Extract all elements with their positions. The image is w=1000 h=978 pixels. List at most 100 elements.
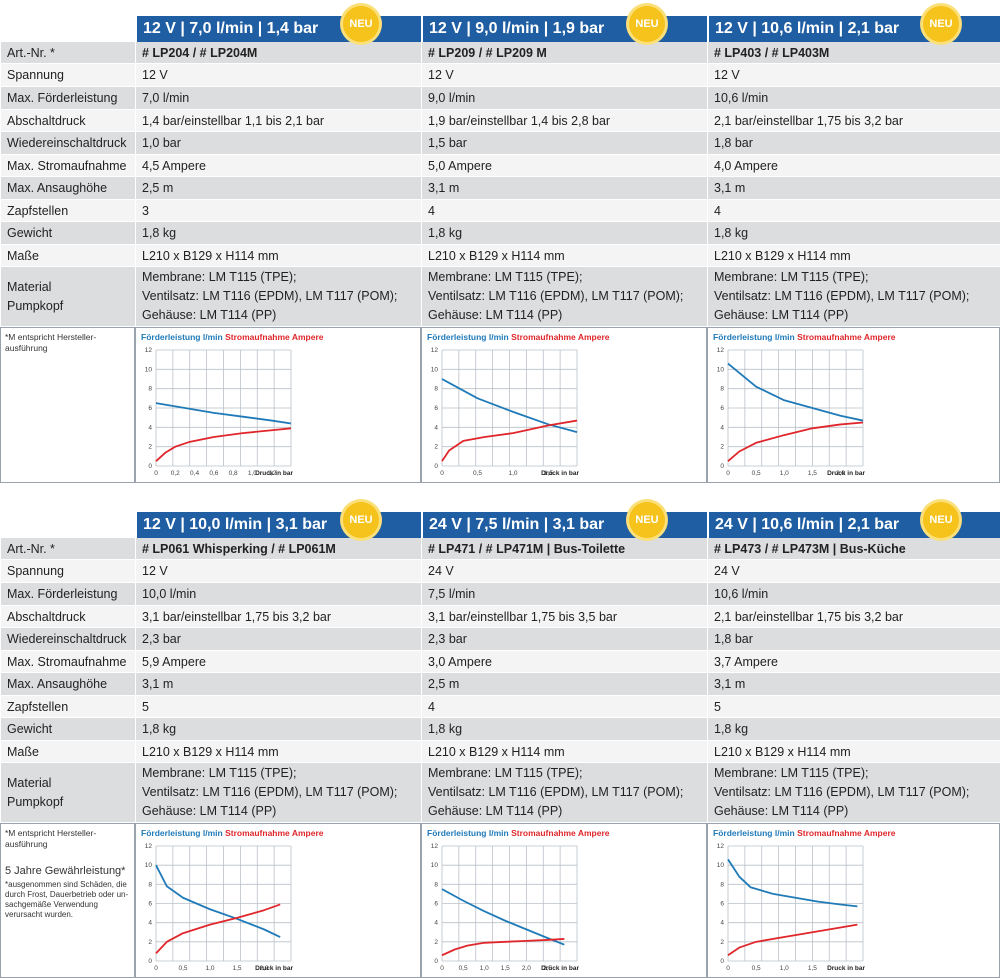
series-line [727,421,864,462]
series-line [155,903,281,954]
row-label: Wiedereinschaltdruck [0,628,135,651]
spec-value-voltage: 12 V [135,64,421,87]
material-line: Membrane: LM T115 (TPE); [714,766,869,780]
material-line: Ventilsatz: LM T116 (EPDM), LM T117 (POM… [142,289,398,303]
pump-header-title: 24 V | 7,5 l/min | 3,1 bar [429,516,605,533]
row-label: Pumpkopf [7,298,64,313]
neu-badge: NEU [923,6,959,42]
row-label: Wiedereinschaltdruck [0,132,135,155]
spec-value-voltage: 12 V [707,64,1000,87]
material-line: Membrane: LM T115 (TPE); [142,766,297,780]
spec-value-restart: 1,8 bar [707,628,1000,651]
legend-flow: Förderleistung l/min [141,828,223,838]
row-label: Spannung [0,64,135,87]
y-tick-label: 4 [434,424,438,431]
series-line [727,858,858,908]
legend-current: Stromaufnahme Ampere [225,332,324,342]
y-tick-label: 4 [720,920,724,927]
y-tick-label: 10 [431,366,439,373]
legend-current: Stromaufnahme Ampere [511,332,610,342]
y-tick-label: 12 [431,347,439,354]
neu-badge: NEU [343,502,379,538]
spec-value-outlets: 4 [421,200,707,222]
neu-badge: NEU [923,502,959,538]
series-line [441,938,565,957]
performance-chart: Förderleistung l/min Stromaufnahme Amper… [421,327,707,483]
row-label: Max. Ansaughöhe [0,673,135,696]
y-tick-label: 2 [720,939,724,946]
row-label: Pumpkopf [7,794,64,809]
y-tick-label: 8 [148,881,152,888]
spec-value-flow: 10,6 l/min [707,87,1000,110]
spec-value-restart: 1,0 bar [135,132,421,155]
spec-value-dims: L210 x B129 x H114 mm [135,245,421,267]
x-axis-label: Druck in bar [255,470,293,477]
material-line: Ventilsatz: LM T116 (EPDM), LM T117 (POM… [714,785,970,799]
series-line [155,864,281,938]
y-tick-label: 2 [434,444,438,451]
x-tick-label: 1,5 [544,470,553,477]
row-label: Max. Förderleistung [0,583,135,606]
spec-value-current: 3,7 Ampere [707,651,1000,673]
y-tick-label: 10 [145,366,153,373]
warranty-title: 5 Jahre Gewährleistung* [5,865,126,877]
spec-value-suction: 3,1 m [707,673,1000,696]
y-tick-label: 0 [434,958,438,965]
x-tick-label: 0 [440,965,444,972]
spec-value-voltage: 12 V [135,560,421,583]
chart-legend: Förderleistung l/min Stromaufnahme Amper… [713,828,895,838]
x-tick-label: 0,5 [473,470,482,477]
pump-header: 12 V | 10,0 l/min | 3,1 bar NEU [135,502,421,538]
spec-value-outlets: 4 [707,200,1000,222]
y-tick-label: 2 [434,939,438,946]
row-label-material: Material Pumpkopf [0,763,135,823]
spec-value-weight: 1,8 kg [135,222,421,245]
x-tick-label: 1,5 [808,470,817,477]
series-line [155,427,292,462]
neu-badge: NEU [343,6,379,42]
y-tick-label: 6 [434,901,438,908]
row-label: Spannung [0,560,135,583]
pump-header: 12 V | 10,6 l/min | 2,1 bar NEU [707,6,1000,42]
legend-current: Stromaufnahme Ampere [225,828,324,838]
spec-value-current: 4,5 Ampere [135,155,421,177]
legend-current: Stromaufnahme Ampere [511,828,610,838]
performance-chart: Förderleistung l/min Stromaufnahme Amper… [707,327,1000,483]
pump-header-title: 12 V | 10,6 l/min | 2,1 bar [715,20,900,37]
y-tick-label: 0 [148,958,152,965]
y-tick-label: 4 [720,424,724,431]
x-tick-label: 0 [154,965,158,972]
y-tick-label: 4 [148,424,152,431]
spec-value-dims: L210 x B129 x H114 mm [421,245,707,267]
x-tick-label: 0,5 [459,965,468,972]
x-tick-label: 1,2 [267,470,276,477]
material-line: Membrane: LM T115 (TPE); [714,270,869,284]
x-tick-label: 1,5 [501,965,510,972]
material-line: Gehäuse: LM T114 (PP) [142,308,277,322]
x-tick-label: 0,5 [752,965,761,972]
spec-value-cutoff: 3,1 bar/einstellbar 1,75 bis 3,5 bar [421,606,707,628]
y-tick-label: 4 [148,920,152,927]
x-axis-label: Druck in bar [255,965,293,972]
pump-header-title: 12 V | 10,0 l/min | 3,1 bar [143,516,328,533]
x-tick-label: 0,5 [752,470,761,477]
material-line: Ventilsatz: LM T116 (EPDM), LM T117 (POM… [428,289,684,303]
row-label: Zapfstellen [0,696,135,718]
material-line: Gehäuse: LM T114 (PP) [714,308,849,322]
pump-header: 12 V | 9,0 l/min | 1,9 bar NEU [421,6,707,42]
spec-value-material: Membrane: LM T115 (TPE); Ventilsatz: LM T… [421,267,707,327]
y-tick-label: 8 [434,881,438,888]
spec-value-weight: 1,8 kg [707,222,1000,245]
x-tick-label: 1,0 [248,470,257,477]
spec-value-restart: 2,3 bar [135,628,421,651]
series-line [441,378,578,434]
row-label: Max. Förderleistung [0,87,135,110]
performance-chart: Förderleistung l/min Stromaufnahme Amper… [135,823,421,978]
material-line: Ventilsatz: LM T116 (EPDM), LM T117 (POM… [142,785,398,799]
chart-legend: Förderleistung l/min Stromaufnahme Amper… [427,828,609,838]
spec-value-outlets: 3 [135,200,421,222]
x-tick-label: 0,6 [209,470,218,477]
spec-value-material: Membrane: LM T115 (TPE); Ventilsatz: LM T… [135,763,421,823]
